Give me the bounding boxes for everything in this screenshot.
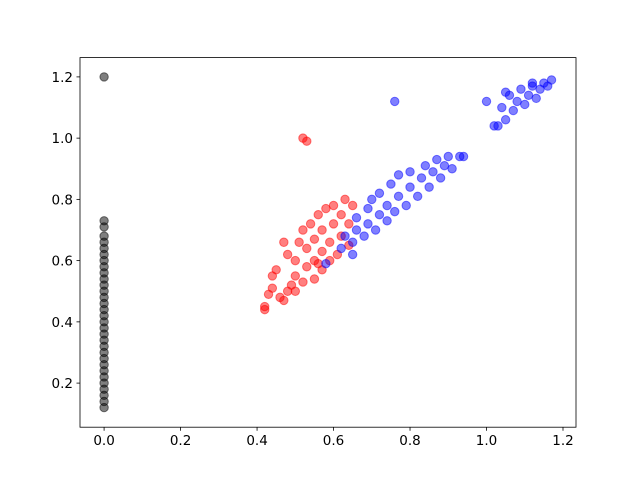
point — [309, 274, 320, 284]
point — [481, 96, 492, 107]
point — [443, 151, 453, 162]
y-tick-label: 1.0 — [52, 131, 73, 147]
x-tick-label: 1.2 — [552, 433, 573, 449]
point — [99, 231, 109, 241]
x-tick-label: 0.6 — [323, 433, 344, 449]
point — [302, 262, 312, 272]
point — [447, 164, 457, 174]
point — [370, 225, 381, 235]
point — [309, 234, 320, 244]
point — [294, 237, 304, 247]
point — [497, 102, 507, 113]
y-tick-label: 0.8 — [52, 192, 73, 208]
point — [325, 237, 335, 247]
point — [390, 206, 400, 217]
x-tick-label: 0.4 — [246, 433, 267, 449]
point — [279, 295, 289, 306]
x-tick-label: 0.2 — [170, 433, 191, 449]
point — [363, 219, 373, 229]
point — [290, 271, 301, 281]
point — [512, 96, 522, 107]
point — [500, 115, 511, 125]
point — [428, 167, 438, 177]
point — [439, 160, 450, 171]
point — [340, 194, 350, 205]
y-tick-label: 0.2 — [52, 376, 73, 392]
point — [374, 188, 385, 198]
point — [317, 246, 327, 257]
point — [405, 182, 415, 192]
point — [340, 231, 350, 241]
point — [390, 96, 400, 107]
point — [412, 191, 423, 202]
point — [416, 173, 427, 183]
point — [302, 243, 312, 254]
point — [527, 78, 538, 88]
point — [99, 216, 109, 226]
point — [393, 191, 404, 202]
point — [359, 231, 369, 241]
point — [393, 170, 404, 180]
point — [99, 72, 109, 82]
point — [317, 225, 327, 235]
point — [363, 203, 373, 214]
point — [347, 249, 358, 260]
point — [313, 209, 323, 220]
point — [367, 194, 377, 205]
point — [305, 219, 316, 229]
point — [351, 213, 362, 223]
point — [344, 219, 354, 229]
point — [347, 237, 358, 247]
point — [420, 160, 431, 171]
point — [531, 93, 541, 104]
point — [523, 90, 534, 100]
point — [290, 286, 301, 296]
point — [279, 237, 289, 247]
point — [386, 179, 396, 189]
point — [424, 182, 434, 192]
y-tick-label: 1.2 — [52, 70, 73, 86]
point — [500, 87, 511, 97]
point — [298, 225, 308, 235]
point — [493, 121, 503, 131]
point — [290, 255, 301, 266]
point — [432, 154, 442, 165]
y-tick-label: 0.4 — [52, 315, 73, 331]
point — [351, 225, 362, 235]
point — [336, 209, 346, 220]
point — [271, 265, 281, 275]
x-tick-label: 0.8 — [399, 433, 420, 449]
point — [520, 99, 530, 110]
point — [282, 249, 293, 260]
point — [382, 200, 392, 211]
point — [401, 200, 411, 211]
y-tick-label: 0.6 — [52, 254, 73, 270]
point — [313, 258, 323, 269]
point — [298, 277, 308, 287]
point — [382, 216, 392, 226]
x-tick-label: 1.0 — [476, 433, 497, 449]
point — [321, 203, 331, 214]
point — [336, 243, 346, 254]
point — [302, 136, 312, 146]
point — [260, 301, 270, 312]
point — [546, 75, 557, 85]
point — [267, 283, 278, 293]
point — [347, 200, 358, 211]
point — [435, 173, 446, 183]
point — [321, 258, 331, 269]
plot-frame — [79, 57, 577, 428]
point — [405, 167, 415, 177]
point — [328, 200, 339, 211]
point — [328, 219, 339, 229]
point — [516, 84, 526, 94]
point — [374, 209, 385, 220]
point — [508, 105, 518, 116]
point — [458, 151, 469, 162]
x-tick-label: 0.0 — [93, 433, 114, 449]
